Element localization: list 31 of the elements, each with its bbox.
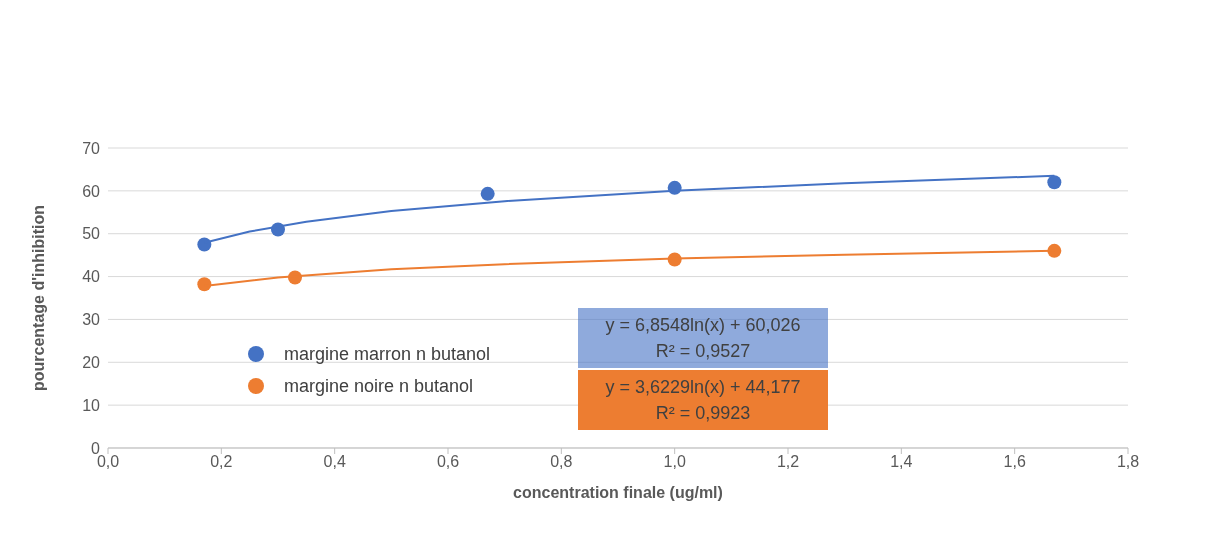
point [1047,243,1062,258]
y-tick-label: 50 [82,225,101,243]
y-axis-title: pourcentage d'inhibition [29,204,47,392]
legend-label: margine noire n butanol [284,375,474,397]
equation-box: y = 6,8548ln(x) + 60,026 R² = 0,9527 [578,308,828,368]
x-tick-label: 0,2 [210,453,233,471]
y-tick-label: 40 [82,268,101,286]
point [1047,175,1062,190]
annotation: y = 6,8548ln(x) + 60,026 [604,314,802,337]
annotation: R² = 0,9923 [654,402,752,425]
equation-box: y = 3,6229ln(x) + 44,177 R² = 0,9923 [578,370,828,430]
y-tick-label: 20 [82,353,101,371]
point [197,237,212,252]
y-tick-label: 70 [82,139,101,157]
x-tick-label: 1,6 [1003,453,1026,471]
x-axis-title: concentration finale (ug/ml) [513,484,723,501]
annotation: R² = 0,9527 [654,340,752,363]
x-tick-label: 1,2 [776,453,800,471]
y-tick-label: 30 [82,311,101,329]
legend-label: margine marron n butanol [284,343,491,365]
x-tick-label: 1,4 [890,453,913,471]
x-tick-label: 1,8 [1116,453,1140,471]
x-tick-label: 1,0 [663,453,686,471]
annotation: y = 3,6229ln(x) + 44,177 [604,376,802,399]
x-tick-label: 0,0 [96,453,120,471]
x-tick-label: 0,8 [550,453,573,471]
y-tick-label: 10 [82,396,101,414]
x-tick-label: 0,4 [323,453,346,471]
y-tick-label: 60 [82,182,101,200]
point [480,186,495,201]
x-tick-label: 0,6 [436,453,460,471]
